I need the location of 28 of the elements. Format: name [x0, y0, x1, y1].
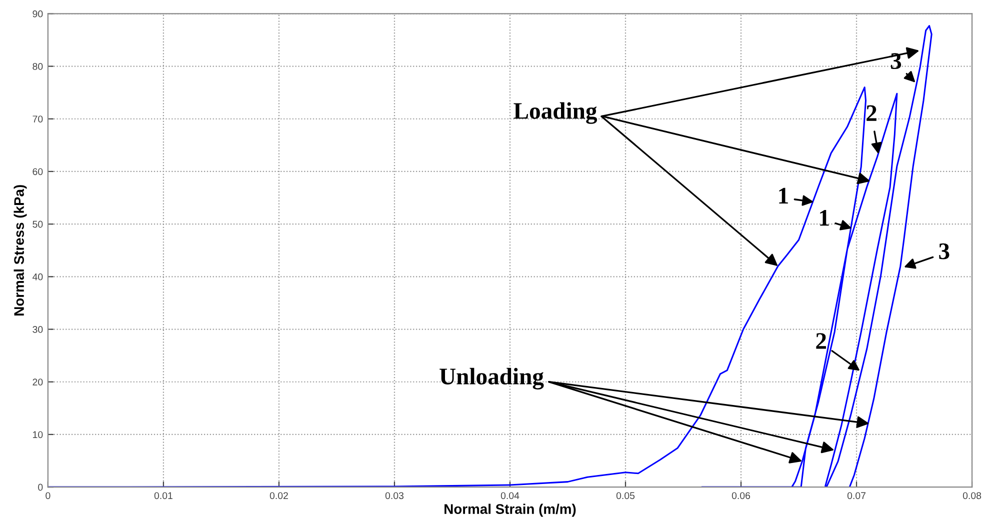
annotation: 3	[939, 243, 950, 260]
x-tick-label: 0.08	[962, 492, 982, 500]
x-axis-title: Normal Strain (m/m)	[444, 504, 576, 517]
x-tick-label: 0.02	[270, 492, 288, 500]
y-tick-label: 30	[32, 326, 43, 333]
x-tick-label: 0	[46, 492, 50, 500]
annotation: 2	[816, 333, 826, 349]
y-tick-label: 50	[32, 220, 43, 228]
y-tick-label: 40	[32, 273, 43, 280]
x-tick-label: 0.07	[847, 492, 866, 500]
annotation: Unloading	[440, 368, 544, 390]
y-tick-label: 80	[32, 63, 43, 70]
x-tick-label: 0.06	[732, 492, 750, 500]
y-tick-label: 0	[38, 484, 43, 491]
annotation: 2	[866, 105, 876, 121]
x-tick-label: 0.03	[385, 492, 404, 500]
y-tick-label: 60	[32, 168, 43, 176]
y-tick-label: 10	[33, 431, 43, 438]
annotation: 1	[820, 210, 829, 226]
x-tick-label: 0.05	[616, 492, 635, 500]
x-tick-label: 0.04	[500, 492, 520, 500]
annotation: Loading	[514, 102, 598, 124]
y-axis-title: Normal Stress (kPa)	[14, 185, 27, 316]
y-tick-label: 90	[32, 10, 43, 18]
y-tick-label: 70	[32, 116, 43, 122]
annotation: 1	[779, 188, 788, 204]
x-tick-label: 0.01	[154, 492, 172, 500]
y-tick-label: 20	[32, 378, 43, 386]
